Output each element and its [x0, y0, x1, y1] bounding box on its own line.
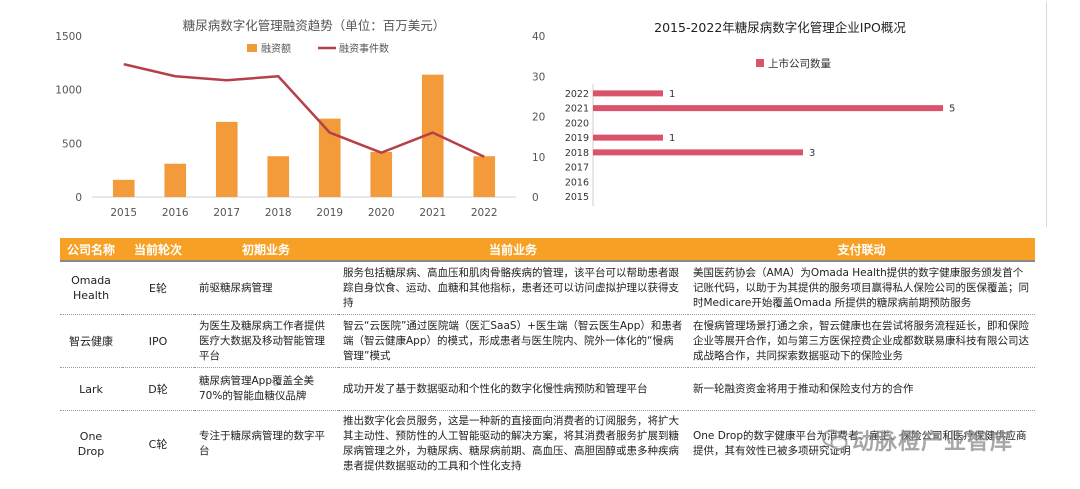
bar-financing — [267, 156, 290, 197]
company-table: 公司名称 当前轮次 初期业务 当前业务 支付联动 Omada Health E轮… — [60, 238, 1035, 477]
legend-bar-label: 融资额 — [261, 42, 291, 55]
initial-business: 为医生及糖尿病工作者提供医疗大数据及移动智能管理平台 — [194, 314, 338, 368]
bar-ipo-count — [593, 149, 803, 156]
x-tick-label: 2016 — [162, 207, 189, 219]
round: D轮 — [122, 367, 194, 411]
y-tick-label: 2020 — [565, 118, 589, 129]
line-financing-events — [123, 62, 485, 158]
y-tick-label: 2018 — [565, 148, 589, 159]
watermark-text: 动脉橙产业智库 — [852, 430, 1014, 455]
payment-linkage: One Drop的数字健康平台为消费者、雇主、保险公司和医疗保健供应商提供，其有… — [693, 430, 1027, 457]
bar-ipo-count — [593, 90, 663, 97]
data-label: 1 — [669, 133, 675, 144]
header-company: 公司名称 — [60, 238, 122, 262]
current-business: 推出数字化会员服务，这是一种新的直接面向消费者的订阅服务，将扩大其主动性、预防性… — [343, 415, 679, 472]
x-tick-label: 2018 — [265, 207, 292, 219]
y-tick-label: 2017 — [565, 163, 589, 174]
header-payment: 支付联动 — [688, 238, 1035, 262]
legend-label: 上市公司数量 — [768, 57, 831, 70]
current-business: 智云“云医院”通过医院端（医汇SaaS）+医生端（智云医生App）和患者端（智云… — [338, 314, 688, 368]
bar-financing — [215, 121, 238, 197]
initial-business: 前驱糖尿病管理 — [194, 261, 338, 315]
company-name: Omada Health — [60, 261, 122, 315]
payment-linkage: 在慢病管理场景打通之余，智云健康也在尝试将服务流程延长，即和保险企业等展开合作，… — [688, 314, 1035, 368]
x-tick-label: 2021 — [419, 207, 446, 219]
company-name: Lark — [60, 367, 122, 411]
table-row: Omada Health E轮 前驱糖尿病管理 服务包括糖尿病、高血压和肌肉骨骼… — [60, 261, 1035, 315]
x-tick-label: 2017 — [213, 207, 240, 219]
y-right-tick-label: 0 — [532, 192, 539, 204]
header-initial-business: 初期业务 — [194, 238, 338, 262]
chart-title: 2015-2022年糖尿病数字化管理企业IPO概况 — [654, 20, 906, 35]
y-tick-label: 2019 — [565, 133, 589, 144]
legend-swatch — [756, 59, 764, 67]
y-right-tick-label: 10 — [532, 152, 545, 164]
bar-ipo-count — [593, 105, 943, 112]
x-tick-label: 2019 — [316, 207, 343, 219]
y-right-tick-label: 40 — [532, 31, 545, 43]
current-business: 成功开发了基于数据驱动和个性化的数字化慢性病预防和管理平台 — [338, 367, 688, 411]
round: C轮 — [148, 437, 168, 451]
y-right-tick-label: 30 — [532, 71, 545, 83]
divider — [1046, 2, 1047, 227]
bar-financing — [370, 151, 393, 197]
table-header-row: 公司名称 当前轮次 初期业务 当前业务 支付联动 — [60, 238, 1035, 262]
company-name: 智云健康 — [60, 314, 122, 368]
payment-linkage: 美国医药协会（AMA）为Omada Health提供的数字健康服务颁发首个记账代… — [688, 261, 1035, 315]
round: E轮 — [122, 261, 194, 315]
bar-financing — [318, 118, 341, 197]
data-label: 1 — [669, 89, 675, 100]
payment-linkage: 新一轮融资资金将用于推动和保险支付方的合作 — [688, 367, 1035, 411]
y-left-tick-label: 1500 — [55, 31, 82, 43]
y-tick-label: 2015 — [565, 192, 589, 203]
x-tick-label: 2020 — [368, 207, 395, 219]
y-left-tick-label: 500 — [62, 138, 82, 150]
company-name: One Drop — [77, 430, 105, 458]
y-left-tick-label: 0 — [75, 192, 82, 204]
bar-ipo-count — [593, 134, 663, 141]
current-business: 服务包括糖尿病、高血压和肌肉骨骼疾病的管理，该平台可以帮助患者跟踪自身饮食、运动… — [338, 261, 688, 315]
wechat-icon — [822, 429, 848, 450]
y-tick-label: 2021 — [565, 104, 589, 115]
legend-bar-swatch — [247, 44, 257, 52]
round: IPO — [122, 314, 194, 368]
chart-legend: 融资额 融资事件数 — [247, 42, 389, 55]
bar-financing — [164, 163, 187, 197]
watermark: 动脉橙产业智库 — [822, 424, 1013, 456]
y-tick-label: 2022 — [565, 89, 589, 100]
bar-financing — [473, 156, 496, 197]
chart-legend: 上市公司数量 — [756, 57, 831, 70]
y-right-tick-label: 20 — [532, 112, 545, 124]
y-left-tick-label: 1000 — [55, 85, 82, 97]
x-tick-label: 2022 — [471, 207, 498, 219]
ipo-chart: 2015-2022年糖尿病数字化管理企业IPO概况 上市公司数量 2022 1 20… — [565, 20, 955, 206]
legend-line-label: 融资事件数 — [339, 42, 389, 55]
header-round: 当前轮次 — [122, 238, 194, 262]
chart-title: 糖尿病数字化管理融资趋势（单位：百万美元） — [183, 18, 446, 33]
bar-financing — [421, 74, 444, 197]
y-tick-label: 2016 — [565, 177, 589, 188]
bar-financing — [112, 179, 135, 197]
financing-trend-chart: 糖尿病数字化管理融资趋势（单位：百万美元） 融资额 融资事件数 0 500 1000… — [55, 18, 545, 219]
x-tick-label: 2015 — [110, 207, 137, 219]
table-row: 智云健康 IPO 为医生及糖尿病工作者提供医疗大数据及移动智能管理平台 智云“云… — [60, 314, 1035, 368]
data-label: 3 — [809, 148, 815, 159]
header-current-business: 当前业务 — [338, 238, 688, 262]
data-label: 5 — [949, 104, 955, 115]
table-row: One Drop C轮 专注于糖尿病管理的数字平台 推出数字化会员服务，这是一种… — [60, 411, 1035, 478]
initial-business: 专注于糖尿病管理的数字平台 — [199, 430, 325, 457]
table-row: Lark D轮 糖尿病管理App覆盖全美70%的智能血糖仪品牌 成功开发了基于数… — [60, 367, 1035, 411]
initial-business: 糖尿病管理App覆盖全美70%的智能血糖仪品牌 — [194, 367, 338, 411]
